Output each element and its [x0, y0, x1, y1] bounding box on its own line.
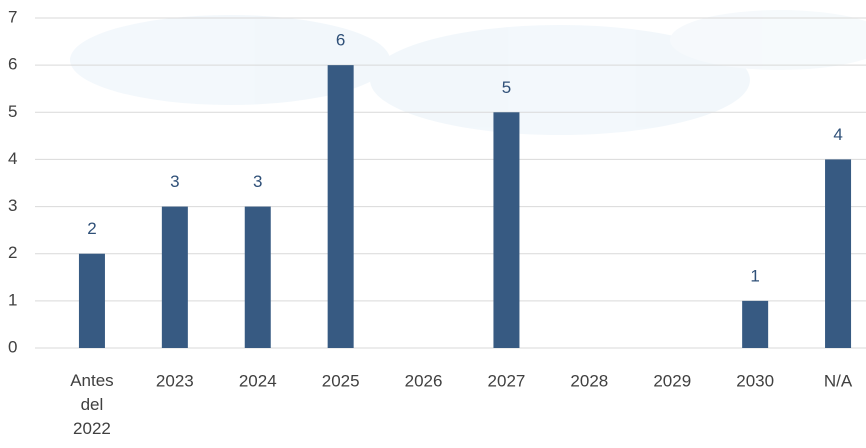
data-label: 2	[87, 219, 96, 238]
y-tick-label: 3	[8, 196, 17, 215]
x-tick-label: 2025	[322, 371, 360, 390]
bar	[742, 300, 769, 348]
bar	[825, 159, 852, 348]
data-label: 3	[170, 172, 179, 191]
y-tick-label: 2	[8, 243, 17, 262]
y-tick-label: 1	[8, 290, 17, 309]
x-tick-label: 2027	[488, 371, 526, 390]
data-label: 6	[336, 31, 345, 50]
x-tick-label: 2030	[736, 371, 774, 390]
data-label: 3	[253, 172, 262, 191]
x-tick-label: 2023	[156, 371, 194, 390]
bar	[78, 253, 105, 348]
background-watermark	[70, 10, 866, 135]
bar	[244, 206, 271, 348]
data-label: 1	[750, 266, 759, 285]
y-tick-label: 5	[8, 102, 17, 121]
y-tick-label: 7	[8, 7, 17, 26]
y-tick-label: 0	[8, 337, 17, 356]
x-tick-label: 2028	[570, 371, 608, 390]
data-label: 5	[502, 78, 511, 97]
y-tick-label: 6	[8, 55, 17, 74]
x-tick-label: Antes del 2022	[70, 371, 113, 438]
x-tick-label: N/A	[824, 371, 853, 390]
data-label: 4	[833, 125, 842, 144]
y-tick-label: 4	[8, 149, 17, 168]
x-tick-label: 2029	[653, 371, 691, 390]
bar	[493, 112, 520, 349]
x-tick-label: 2026	[405, 371, 443, 390]
bar	[327, 65, 354, 349]
x-tick-label: 2024	[239, 371, 277, 390]
bar	[161, 206, 188, 348]
